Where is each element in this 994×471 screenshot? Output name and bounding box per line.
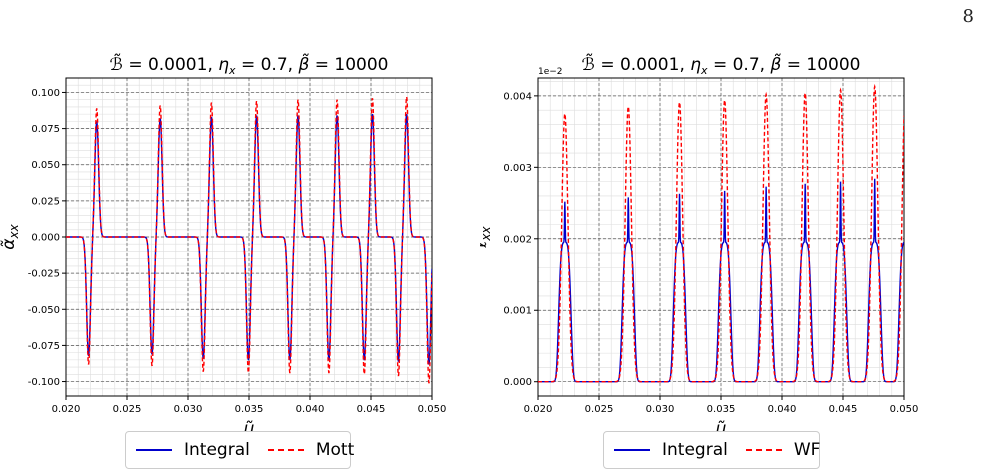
page-number: 8: [962, 6, 974, 27]
y-tick-label: 0.002: [503, 234, 532, 245]
y-tick-label: -0.050: [28, 305, 60, 316]
legend-swatch-solid: [136, 449, 172, 451]
x-tick-label: 0.045: [357, 404, 386, 415]
y-axis-label: ℓ̃xx: [480, 225, 493, 248]
legend-item-wf: WF: [745, 440, 821, 460]
series-line-integral: [66, 113, 432, 365]
legend-item-mott: Mott: [267, 440, 355, 460]
x-tick-label: 0.040: [768, 404, 797, 415]
y-tick-label: 0.003: [503, 163, 532, 174]
x-tick-label: 0.020: [52, 404, 81, 415]
x-tick-label: 0.020: [524, 404, 553, 415]
legend-label: Integral: [184, 440, 250, 460]
x-tick-label: 0.050: [890, 404, 919, 415]
y-tick-label: 0.000: [503, 377, 532, 388]
legend-label: Mott: [315, 440, 355, 460]
x-tick-label: 0.050: [418, 404, 447, 415]
y-tick-label: 0.001: [503, 306, 532, 317]
y-tick-label: 0.075: [31, 124, 60, 135]
legend-swatch-dashed: [745, 449, 782, 451]
legend-item-integral: Integral: [136, 440, 250, 460]
legend-left: Integral Mott: [125, 431, 355, 469]
y-tick-label: 0.000: [31, 233, 60, 244]
x-tick-label: 0.030: [646, 404, 675, 415]
chart-ell-xx: 0.020 0.025 0.030 0.035 0.040 0.045 0.050 0.000…: [480, 53, 919, 439]
x-tick-label: 0.035: [235, 404, 264, 415]
x-tick-label: 0.035: [707, 404, 736, 415]
y-axis-label: α̃xx: [0, 223, 21, 249]
chart-alpha-xx: 0.020 0.025 0.030 0.035 0.040 0.045 0.050 -0.10…: [0, 53, 447, 439]
legend-label: WF: [793, 440, 821, 460]
x-tick-label: 0.030: [174, 404, 203, 415]
legend-label: Integral: [662, 440, 728, 460]
series-line-wf: [538, 83, 904, 383]
y-tick-label: 0.100: [31, 88, 60, 99]
y-tick-label: 0.004: [503, 91, 532, 102]
x-tick-label: 0.045: [829, 404, 858, 415]
y-tick-label: -0.100: [28, 377, 60, 388]
y-tick-label: -0.025: [28, 269, 60, 280]
legend-item-integral: Integral: [614, 440, 728, 460]
legend-swatch-solid: [614, 449, 650, 451]
x-tick-label: 0.040: [296, 404, 325, 415]
y-tick-label: -0.075: [28, 341, 60, 352]
x-tick-label: 0.025: [113, 404, 142, 415]
y-tick-label: 0.025: [31, 196, 60, 207]
legend-right: Integral WF: [603, 431, 820, 469]
x-tick-label: 0.025: [585, 404, 614, 415]
chart-title: ℬ̃ = 0.0001, ηx = 0.7, β̃ = 10000: [582, 53, 861, 77]
legend-swatch-dashed: [267, 449, 304, 451]
y-tick-label: 0.050: [31, 160, 60, 171]
y-offset-text: 1e−2: [538, 67, 563, 77]
chart-title: ℬ̃ = 0.0001, ηx = 0.7, β̃ = 10000: [110, 53, 389, 77]
